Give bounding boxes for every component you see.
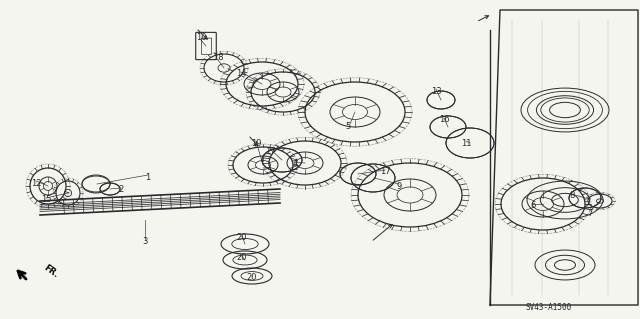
- Text: 3: 3: [142, 236, 148, 246]
- Text: 4: 4: [292, 160, 298, 168]
- Text: 10: 10: [196, 33, 206, 41]
- Text: 17: 17: [265, 146, 275, 155]
- Text: 20: 20: [237, 234, 247, 242]
- Text: 14: 14: [236, 70, 246, 78]
- Text: 8: 8: [570, 191, 575, 201]
- Text: 1: 1: [145, 174, 150, 182]
- Text: 6: 6: [531, 202, 536, 211]
- Text: 7: 7: [588, 209, 593, 218]
- Text: 20: 20: [247, 272, 257, 281]
- Text: 20: 20: [237, 254, 247, 263]
- Text: 5: 5: [346, 122, 351, 130]
- Text: 15: 15: [41, 196, 51, 204]
- Text: 19: 19: [251, 138, 261, 147]
- Text: SV43-A1500: SV43-A1500: [526, 303, 572, 313]
- Text: 17: 17: [380, 167, 390, 176]
- Text: 18: 18: [212, 53, 223, 62]
- Text: FR.: FR.: [42, 263, 60, 279]
- Text: 9: 9: [396, 182, 402, 190]
- Text: 2: 2: [118, 186, 124, 195]
- Text: 12: 12: [31, 179, 41, 188]
- Text: 13: 13: [431, 86, 442, 95]
- Text: 16: 16: [438, 115, 449, 124]
- Text: 11: 11: [461, 138, 471, 147]
